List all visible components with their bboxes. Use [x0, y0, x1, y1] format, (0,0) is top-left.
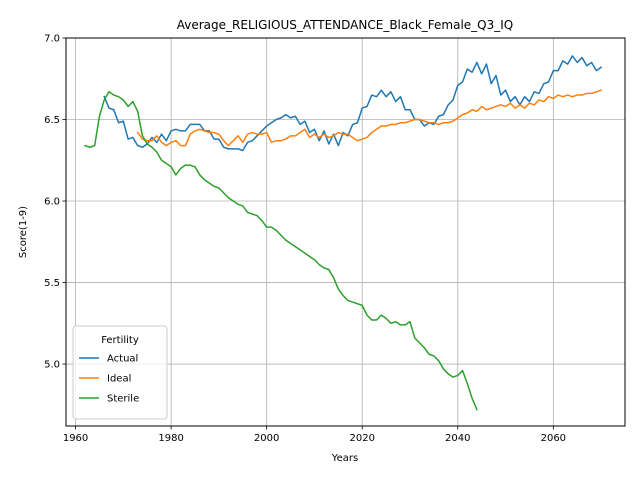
y-tick-label: 6.5	[44, 115, 60, 126]
x-tick-label: 2060	[541, 433, 566, 444]
y-axis-title: Score(1-9)	[18, 206, 29, 258]
plot-frame	[65, 37, 626, 427]
legend: Fertility Actual Ideal Sterile	[72, 325, 168, 420]
x-tick-label: 2000	[254, 433, 279, 444]
x-tick-label: 1960	[63, 433, 88, 444]
series-line-sterile	[84, 91, 478, 411]
x-tick-label: 2040	[445, 433, 470, 444]
legend-label-actual: Actual	[107, 354, 138, 365]
series-lines	[84, 55, 603, 411]
legend-title: Fertility	[101, 335, 139, 346]
legend-label-sterile: Sterile	[107, 394, 139, 405]
y-tick-label: 7.0	[44, 34, 60, 45]
series-line-ideal	[136, 89, 603, 147]
legend-box	[72, 325, 168, 420]
chart-title: Average_RELIGIOUS_ATTENDANCE_Black_Femal…	[177, 18, 514, 32]
x-tick-label: 1980	[158, 433, 183, 444]
series-line-actual	[103, 55, 603, 152]
axis-ticks: 1960 1980 2000 2020 2040 2060 5.0 5.5 6.0 6.5 7.0	[44, 34, 566, 445]
y-tick-label: 5.0	[44, 360, 60, 371]
legend-label-ideal: Ideal	[107, 374, 131, 385]
x-tick-label: 2020	[349, 433, 374, 444]
y-tick-label: 6.0	[44, 197, 60, 208]
y-tick-label: 5.5	[44, 278, 60, 289]
x-axis-title: Years	[331, 453, 358, 464]
